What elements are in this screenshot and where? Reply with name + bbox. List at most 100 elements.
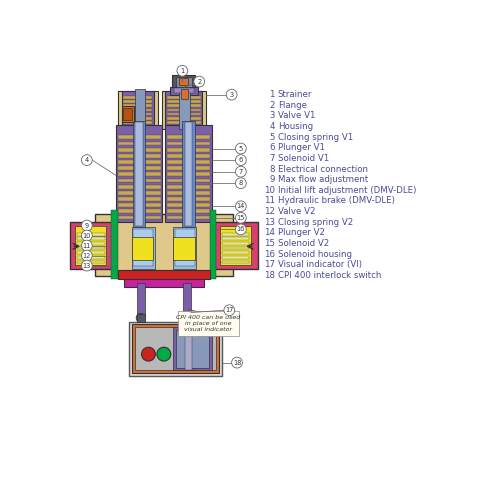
Bar — [167, 148, 210, 152]
Bar — [167, 154, 210, 158]
Text: Valve V2: Valve V2 — [278, 207, 316, 216]
Text: 15: 15 — [264, 239, 274, 248]
Text: CPI 400 can be used
in place of one
visual indicator: CPI 400 can be used in place of one visu… — [176, 314, 240, 332]
Bar — [183, 284, 191, 318]
Bar — [176, 330, 208, 368]
Bar — [124, 270, 204, 287]
Bar — [77, 246, 104, 250]
Circle shape — [236, 143, 246, 154]
Circle shape — [82, 220, 92, 231]
Bar — [222, 233, 250, 235]
Bar — [162, 91, 206, 130]
Bar — [118, 154, 161, 158]
Bar — [222, 238, 250, 240]
Text: Strainer: Strainer — [278, 90, 312, 99]
Bar — [167, 104, 201, 107]
Circle shape — [236, 178, 246, 188]
Bar — [123, 96, 152, 98]
Bar — [137, 314, 144, 322]
Bar — [186, 327, 192, 370]
Bar — [173, 237, 195, 260]
Text: Closing spring V2: Closing spring V2 — [278, 218, 353, 226]
Bar — [123, 117, 152, 119]
Bar — [173, 327, 212, 370]
Circle shape — [82, 260, 92, 271]
Bar — [118, 136, 161, 140]
Bar — [132, 227, 154, 270]
Text: 10: 10 — [82, 232, 91, 238]
Text: 11: 11 — [82, 242, 91, 248]
Text: Flange: Flange — [278, 101, 307, 110]
Text: 15: 15 — [236, 215, 245, 221]
Text: 17: 17 — [225, 307, 234, 313]
Bar — [122, 91, 154, 126]
Circle shape — [236, 154, 246, 166]
Bar — [118, 191, 161, 194]
Bar — [118, 203, 161, 207]
Bar — [123, 104, 152, 107]
Text: 8: 8 — [269, 164, 274, 173]
Bar — [118, 270, 210, 280]
Bar — [167, 210, 210, 213]
Text: Solenoid V2: Solenoid V2 — [278, 239, 329, 248]
Bar — [118, 148, 161, 152]
Bar — [118, 160, 161, 164]
Bar — [77, 238, 104, 240]
Text: 2: 2 — [197, 78, 202, 84]
Text: 6: 6 — [269, 144, 274, 152]
Bar — [132, 324, 220, 374]
Bar — [167, 178, 210, 182]
Bar — [134, 327, 216, 370]
Bar — [167, 191, 210, 194]
Bar — [167, 96, 201, 98]
Text: Solenoid housing: Solenoid housing — [278, 250, 352, 258]
Bar — [167, 100, 201, 102]
Circle shape — [236, 166, 246, 177]
Circle shape — [82, 230, 92, 241]
Bar — [118, 166, 161, 170]
Text: 5: 5 — [269, 132, 274, 141]
Bar — [222, 256, 250, 258]
Bar — [167, 142, 210, 146]
Text: 16: 16 — [264, 250, 274, 258]
Text: 3: 3 — [269, 112, 274, 120]
Bar — [220, 226, 251, 265]
Bar — [123, 112, 152, 116]
Bar — [77, 233, 104, 235]
Bar — [133, 230, 153, 266]
Bar — [122, 106, 134, 122]
Circle shape — [142, 347, 156, 361]
Text: 9: 9 — [85, 222, 89, 228]
Bar — [76, 226, 106, 265]
Bar — [167, 108, 201, 111]
Bar — [118, 142, 161, 146]
Bar — [116, 126, 162, 222]
Bar — [118, 91, 158, 130]
Circle shape — [226, 90, 237, 100]
Bar — [133, 121, 145, 227]
Bar — [178, 311, 240, 336]
Text: 3: 3 — [230, 92, 234, 98]
Bar — [94, 214, 233, 276]
Circle shape — [177, 66, 188, 76]
Text: CPI 400 interlock switch: CPI 400 interlock switch — [278, 271, 381, 280]
Text: 14: 14 — [264, 228, 274, 237]
Bar — [176, 77, 192, 87]
Bar — [167, 184, 210, 188]
Bar — [118, 197, 161, 201]
Text: Housing: Housing — [278, 122, 313, 131]
Circle shape — [236, 201, 246, 211]
Circle shape — [182, 314, 192, 322]
Text: Visual indicator (VI): Visual indicator (VI) — [278, 260, 362, 269]
Text: Closing spring V1: Closing spring V1 — [278, 132, 353, 141]
Circle shape — [232, 357, 242, 368]
Circle shape — [224, 305, 234, 316]
Text: 4: 4 — [84, 157, 89, 163]
Bar — [123, 121, 152, 124]
Bar — [132, 237, 153, 260]
Text: 18: 18 — [233, 360, 241, 366]
Bar — [123, 108, 152, 111]
Text: Valve V1: Valve V1 — [278, 112, 316, 120]
Text: Max flow adjustment: Max flow adjustment — [278, 175, 368, 184]
Bar — [166, 91, 202, 126]
